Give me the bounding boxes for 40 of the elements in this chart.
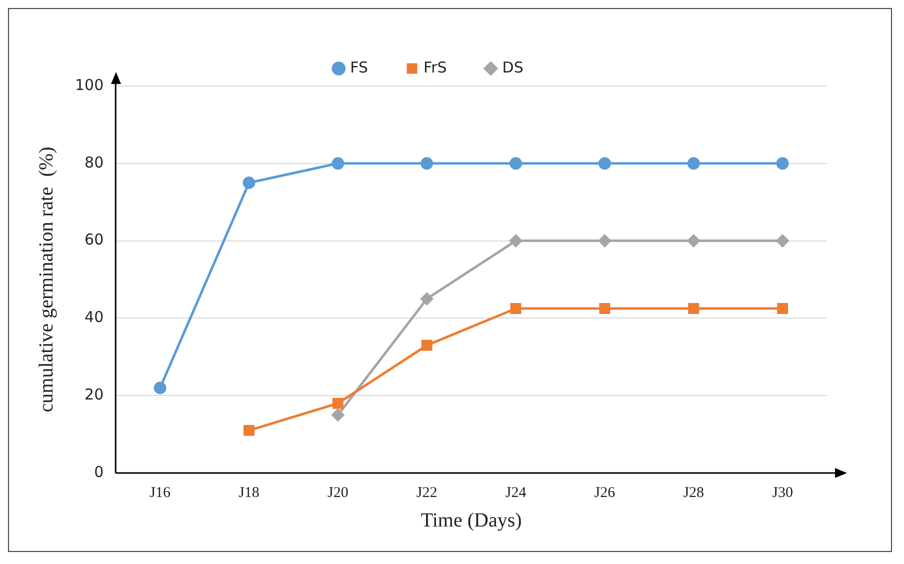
point <box>420 292 434 306</box>
x-tick-label: J18 <box>238 484 260 501</box>
x-tick-label: J30 <box>772 484 793 501</box>
point <box>510 234 522 248</box>
x-tick-label: J22 <box>416 484 438 501</box>
y-tick-label: 0 <box>94 462 104 481</box>
point <box>510 157 522 170</box>
legend-label: DS <box>502 58 524 76</box>
x-tick-label: J16 <box>150 484 172 501</box>
point <box>332 157 344 170</box>
point <box>420 157 434 170</box>
point <box>777 303 788 314</box>
point <box>687 234 700 248</box>
point <box>688 303 700 314</box>
point <box>332 408 344 422</box>
y-tick-label: 60 <box>84 230 104 249</box>
point <box>598 157 611 170</box>
point <box>244 424 255 436</box>
point <box>332 398 344 409</box>
x-axis-title: Time (Days) <box>420 509 522 532</box>
point <box>776 157 789 170</box>
point <box>776 234 789 248</box>
x-tick-label: J24 <box>505 484 527 501</box>
x-tick-label: J26 <box>594 484 616 501</box>
point <box>687 157 700 170</box>
point <box>510 303 522 314</box>
y-tick-label: 40 <box>84 308 104 326</box>
legend-label: FS <box>350 58 368 76</box>
y-axis-title: cumulative germination rate (%) <box>35 146 58 412</box>
legend-label: FrS <box>424 58 447 76</box>
point <box>154 382 166 394</box>
x-tick-label: J20 <box>328 484 348 501</box>
x-tick-label: J28 <box>683 484 704 501</box>
point <box>599 303 610 314</box>
point <box>242 176 256 189</box>
point <box>598 234 611 248</box>
point <box>421 340 432 351</box>
y-tick-label: 80 <box>84 153 104 172</box>
y-tick-label: 20 <box>84 385 104 404</box>
y-tick-label: 100 <box>74 76 104 94</box>
